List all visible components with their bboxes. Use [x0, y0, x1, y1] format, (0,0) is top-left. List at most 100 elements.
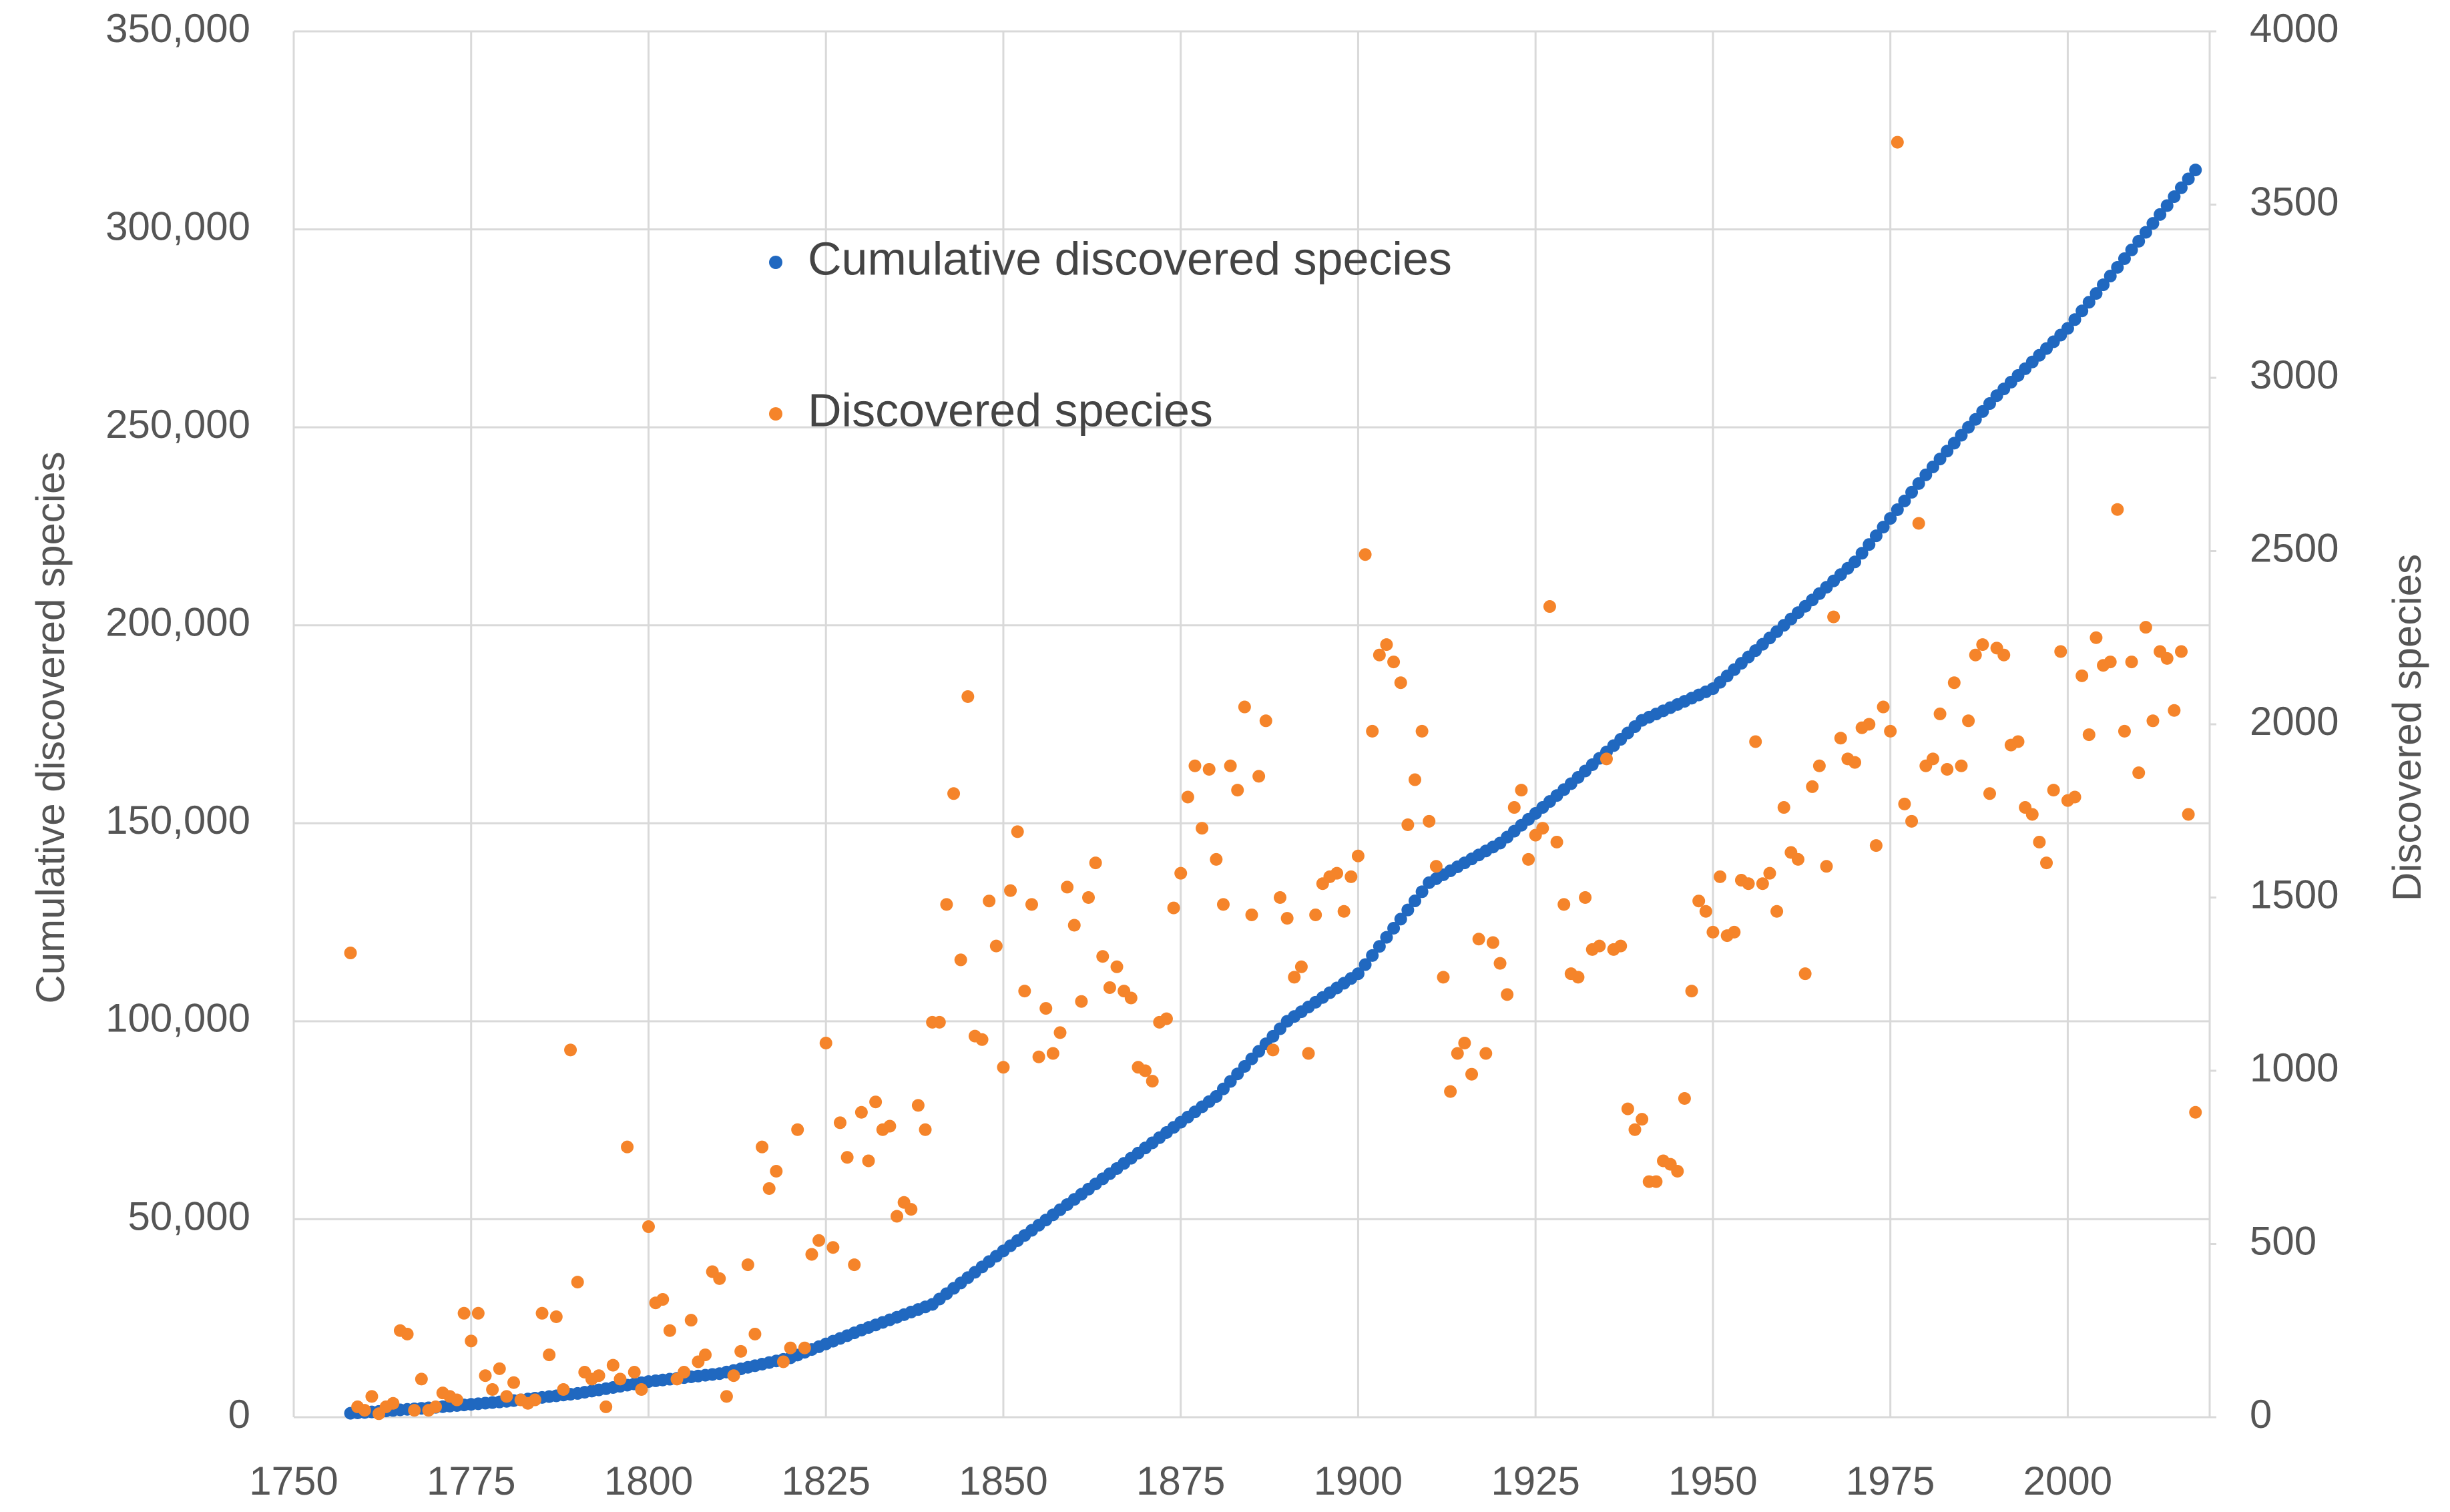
- data-point: [1692, 895, 1706, 908]
- data-point: [642, 1220, 655, 1234]
- data-point: [564, 1043, 577, 1057]
- data-point: [748, 1327, 762, 1340]
- data-point: [805, 1248, 818, 1261]
- data-point: [535, 1306, 549, 1320]
- data-point: [2090, 287, 2103, 300]
- data-point: [1550, 835, 1563, 848]
- data-point: [1167, 901, 1180, 915]
- data-point: [727, 1369, 740, 1382]
- data-point: [1061, 880, 1074, 894]
- data-point: [1202, 762, 1216, 776]
- data-point: [1628, 1123, 1642, 1136]
- data-point: [699, 1348, 712, 1362]
- data-point: [862, 1154, 875, 1168]
- data-point: [1274, 891, 1287, 904]
- data-point: [1337, 905, 1351, 918]
- data-point: [1373, 648, 1386, 662]
- data-point: [1763, 866, 1776, 880]
- data-point: [2104, 656, 2117, 669]
- data-point: [784, 1341, 797, 1354]
- data-point: [776, 1355, 790, 1368]
- data-point: [1380, 638, 1393, 652]
- data-point: [1855, 547, 1869, 560]
- data-point: [606, 1358, 620, 1372]
- x-tick-label: 1825: [781, 1459, 870, 1503]
- data-point: [741, 1258, 754, 1272]
- data-point: [1266, 1043, 1280, 1057]
- y2-tick-label: 2000: [2250, 699, 2339, 744]
- data-point: [854, 1105, 868, 1119]
- data-point: [883, 1119, 897, 1133]
- data-point: [1238, 700, 1251, 714]
- data-point: [2111, 503, 2124, 516]
- data-point: [387, 1397, 400, 1410]
- data-point: [2182, 172, 2195, 186]
- data-point: [770, 1165, 783, 1178]
- y-axis-title: Cumulative discovered species: [28, 451, 73, 1003]
- data-point: [1437, 971, 1450, 984]
- data-point: [465, 1334, 478, 1348]
- data-point: [1898, 797, 1911, 810]
- data-point: [571, 1276, 584, 1289]
- data-point: [635, 1382, 648, 1396]
- data-point: [429, 1400, 443, 1413]
- data-point: [401, 1327, 414, 1340]
- data-point: [1798, 967, 1812, 981]
- data-point: [1976, 638, 1989, 652]
- y2-tick-label: 2500: [2250, 525, 2339, 570]
- y-tick-label: 200,000: [105, 600, 250, 645]
- data-point: [1912, 517, 1925, 530]
- data-point: [1053, 1026, 1067, 1039]
- data-point: [2025, 808, 2039, 821]
- data-point: [1018, 985, 1031, 998]
- data-point: [1245, 908, 1258, 921]
- data-point: [947, 787, 961, 800]
- data-point: [1196, 822, 1209, 835]
- y-tick-label: 300,000: [105, 204, 250, 248]
- data-point: [599, 1400, 613, 1413]
- data-point: [1380, 931, 1393, 944]
- x-tick-label: 1975: [1846, 1459, 1935, 1503]
- data-point: [479, 1369, 492, 1382]
- legend-marker: [769, 256, 782, 269]
- data-point: [1515, 784, 1528, 797]
- data-point: [840, 1151, 854, 1164]
- data-point: [1394, 676, 1407, 690]
- data-point: [2168, 704, 2181, 717]
- legend-label: Cumulative discovered species: [808, 232, 1452, 284]
- data-point: [1791, 852, 1804, 866]
- data-point: [592, 1369, 605, 1382]
- x-tick-label: 1875: [1136, 1459, 1225, 1503]
- data-point: [911, 1099, 925, 1112]
- data-point: [940, 898, 953, 911]
- data-point: [961, 690, 975, 703]
- data-point: [1188, 759, 1202, 772]
- data-point: [798, 1341, 811, 1354]
- data-point: [2168, 190, 2181, 204]
- data-point: [2011, 735, 2025, 748]
- data-point: [1891, 136, 1904, 149]
- data-point: [1898, 494, 1911, 507]
- data-point: [2174, 645, 2188, 658]
- data-point: [1401, 818, 1415, 832]
- data-point: [684, 1314, 698, 1327]
- data-point: [1394, 913, 1407, 926]
- data-point: [1536, 822, 1549, 835]
- data-point: [614, 1372, 627, 1386]
- data-point: [1891, 503, 1904, 517]
- data-point: [1415, 885, 1429, 899]
- data-point: [1351, 849, 1365, 862]
- data-point: [1742, 877, 1755, 891]
- data-point: [1947, 676, 1961, 690]
- data-point: [450, 1393, 463, 1407]
- y2-tick-label: 3500: [2250, 179, 2339, 224]
- data-point: [812, 1234, 826, 1247]
- data-point: [1849, 555, 1862, 569]
- x-tick-label: 1900: [1314, 1459, 1403, 1503]
- data-point: [1877, 700, 1890, 714]
- data-point: [756, 1140, 769, 1154]
- x-tick-label: 1850: [959, 1459, 1047, 1503]
- data-point: [1259, 714, 1272, 728]
- data-point: [344, 947, 357, 960]
- data-point: [933, 1015, 946, 1029]
